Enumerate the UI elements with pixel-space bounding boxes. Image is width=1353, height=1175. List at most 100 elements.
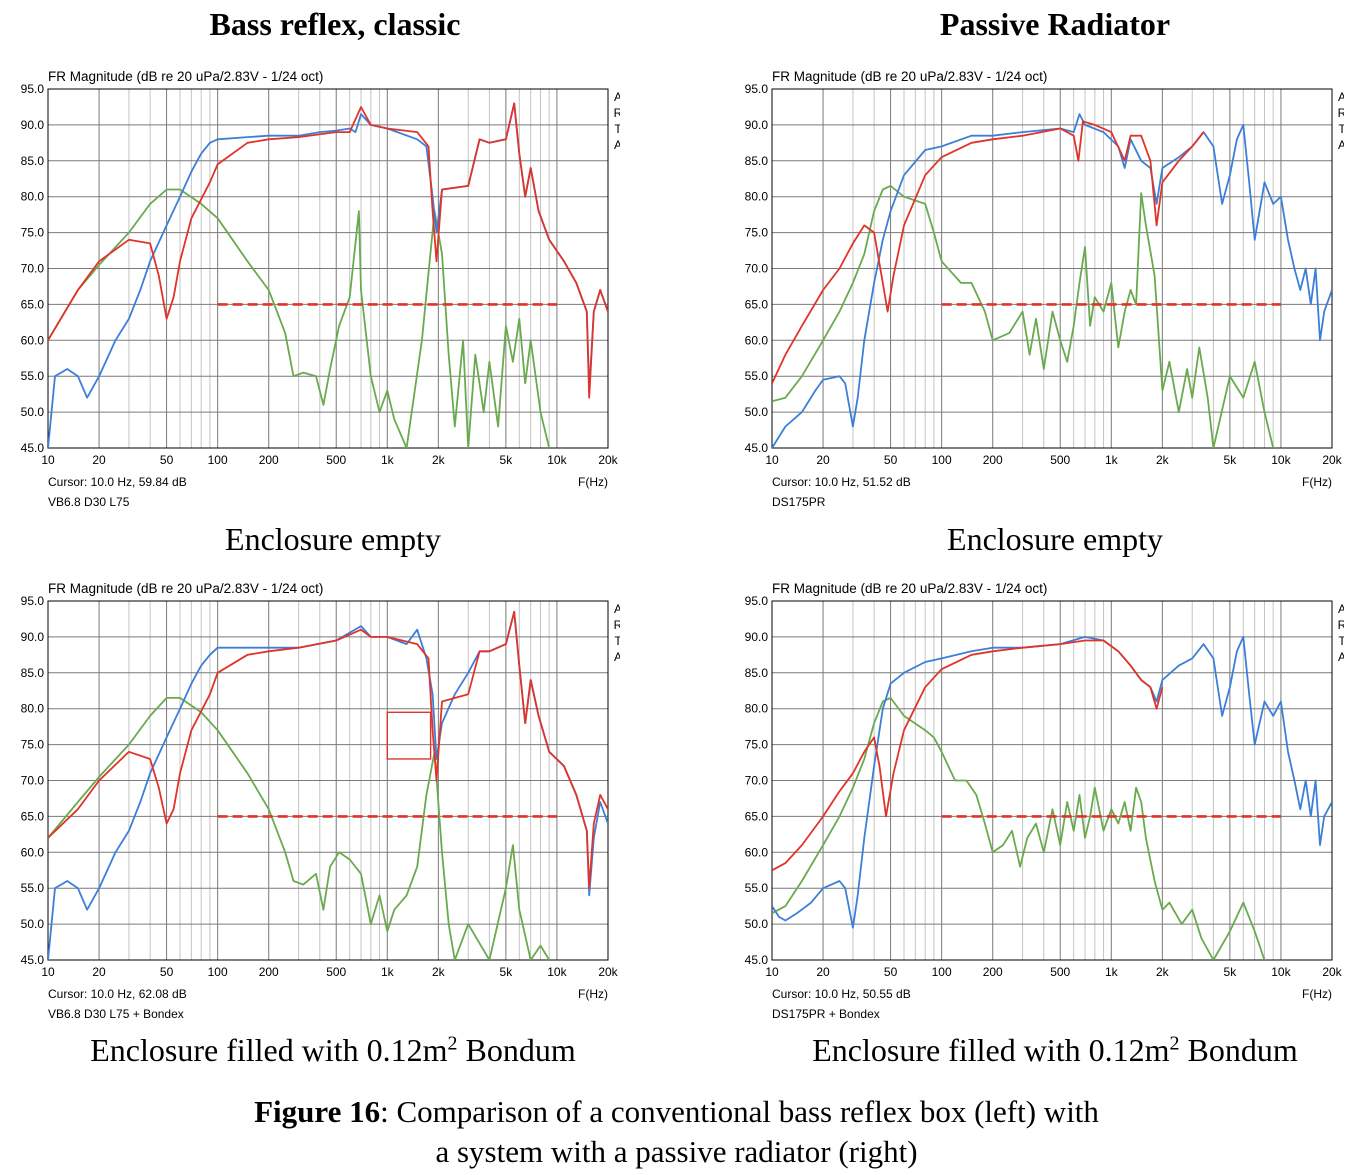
x-tick-label: 10k bbox=[1271, 965, 1291, 979]
y-tick-label: 55.0 bbox=[21, 881, 45, 895]
arta-letter: A bbox=[614, 602, 620, 616]
chart-passive-radiator-filled: FR Magnitude (dB re 20 uPa/2.83V - 1/24 … bbox=[724, 574, 1344, 1034]
x-tick-label: 20 bbox=[92, 965, 106, 979]
x-tick-label: 20 bbox=[92, 453, 106, 467]
y-tick-label: 45.0 bbox=[21, 441, 45, 455]
arta-letter: T bbox=[614, 122, 620, 136]
series-green-line bbox=[772, 185, 1275, 448]
chart-title: FR Magnitude (dB re 20 uPa/2.83V - 1/24 … bbox=[772, 69, 1047, 84]
arta-letter: T bbox=[1338, 634, 1344, 648]
x-tick-label: 1k bbox=[381, 453, 395, 467]
chart-title: FR Magnitude (dB re 20 uPa/2.83V - 1/24 … bbox=[48, 69, 323, 84]
y-tick-label: 50.0 bbox=[745, 917, 769, 931]
x-axis-label: F(Hz) bbox=[578, 475, 608, 489]
chart-bass-reflex-filled: FR Magnitude (dB re 20 uPa/2.83V - 1/24 … bbox=[0, 574, 620, 1034]
measurement-name: VB6.8 D30 L75 bbox=[48, 495, 130, 509]
figure-label: Figure 16 bbox=[254, 1094, 381, 1129]
arta-letter: A bbox=[614, 138, 620, 152]
arta-letter: R bbox=[1338, 618, 1344, 632]
series-green-line bbox=[48, 188, 551, 448]
annotation-box bbox=[386, 711, 432, 760]
arta-letter: A bbox=[614, 650, 620, 664]
y-tick-label: 90.0 bbox=[745, 630, 769, 644]
arta-letter: A bbox=[1338, 90, 1344, 104]
y-tick-label: 90.0 bbox=[745, 118, 769, 132]
arta-letter: R bbox=[614, 618, 620, 632]
x-tick-label: 100 bbox=[208, 965, 228, 979]
series-red-line bbox=[48, 610, 608, 890]
measurement-name: VB6.8 D30 L75 + Bondex bbox=[48, 1007, 184, 1021]
y-tick-label: 65.0 bbox=[21, 809, 45, 823]
x-tick-label: 10 bbox=[41, 453, 55, 467]
y-tick-label: 75.0 bbox=[745, 226, 769, 240]
title-left: Bass reflex, classic bbox=[209, 6, 461, 42]
x-tick-label: 1k bbox=[381, 965, 395, 979]
x-tick-label: 20k bbox=[1322, 965, 1342, 979]
caption-right-filled: Enclosure filled with 0.12m2 Bondum bbox=[812, 1032, 1298, 1068]
x-tick-label: 500 bbox=[326, 453, 346, 467]
arta-letter: R bbox=[1338, 106, 1344, 120]
plot-frame bbox=[771, 88, 1333, 449]
x-tick-label: 200 bbox=[983, 965, 1003, 979]
x-tick-label: 20k bbox=[1322, 453, 1342, 467]
y-tick-label: 80.0 bbox=[21, 190, 45, 204]
plot-series bbox=[772, 636, 1332, 960]
y-tick-label: 75.0 bbox=[21, 226, 45, 240]
arta-letter: T bbox=[614, 634, 620, 648]
x-tick-label: 500 bbox=[326, 965, 346, 979]
y-tick-label: 70.0 bbox=[21, 262, 45, 276]
y-tick-label: 55.0 bbox=[745, 369, 769, 383]
series-green-line bbox=[772, 697, 1266, 960]
y-tick-label: 75.0 bbox=[21, 738, 45, 752]
y-tick-label: 85.0 bbox=[745, 154, 769, 168]
y-tick-label: 85.0 bbox=[21, 666, 45, 680]
y-tick-label: 75.0 bbox=[745, 738, 769, 752]
x-tick-label: 100 bbox=[208, 453, 228, 467]
y-tick-label: 50.0 bbox=[21, 405, 45, 419]
y-tick-label: 45.0 bbox=[21, 953, 45, 967]
x-tick-label: 10 bbox=[41, 965, 55, 979]
x-tick-label: 50 bbox=[884, 453, 898, 467]
y-tick-label: 95.0 bbox=[745, 594, 769, 608]
y-tick-label: 95.0 bbox=[21, 82, 45, 96]
x-tick-label: 5k bbox=[500, 453, 514, 467]
caption-left-empty: Enclosure empty bbox=[225, 521, 441, 557]
chart-svg: FR Magnitude (dB re 20 uPa/2.83V - 1/24 … bbox=[21, 69, 620, 509]
x-axis-label: F(Hz) bbox=[1302, 987, 1332, 1001]
y-tick-label: 60.0 bbox=[21, 333, 45, 347]
x-tick-label: 10 bbox=[765, 453, 779, 467]
cursor-readout: Cursor: 10.0 Hz, 51.52 dB bbox=[772, 475, 911, 489]
x-tick-label: 50 bbox=[160, 453, 174, 467]
chart-title: FR Magnitude (dB re 20 uPa/2.83V - 1/24 … bbox=[772, 581, 1047, 596]
x-tick-label: 20 bbox=[816, 965, 830, 979]
x-tick-label: 5k bbox=[1224, 965, 1238, 979]
series-red-line bbox=[48, 102, 608, 399]
y-tick-label: 70.0 bbox=[745, 262, 769, 276]
x-tick-label: 200 bbox=[259, 965, 279, 979]
y-tick-label: 80.0 bbox=[745, 190, 769, 204]
x-tick-label: 100 bbox=[932, 965, 952, 979]
y-tick-label: 70.0 bbox=[745, 774, 769, 788]
x-tick-label: 50 bbox=[884, 965, 898, 979]
x-axis-label: F(Hz) bbox=[1302, 475, 1332, 489]
plot-series bbox=[48, 102, 608, 448]
y-tick-label: 85.0 bbox=[745, 666, 769, 680]
y-tick-label: 85.0 bbox=[21, 154, 45, 168]
measurement-name: DS175PR bbox=[772, 495, 826, 509]
y-tick-label: 50.0 bbox=[21, 917, 45, 931]
y-tick-label: 55.0 bbox=[21, 369, 45, 383]
x-tick-label: 1k bbox=[1105, 453, 1119, 467]
chart-svg: FR Magnitude (dB re 20 uPa/2.83V - 1/24 … bbox=[745, 581, 1344, 1021]
caption-right-empty: Enclosure empty bbox=[947, 521, 1163, 557]
x-tick-label: 50 bbox=[160, 965, 174, 979]
y-tick-label: 70.0 bbox=[21, 774, 45, 788]
arta-letter: A bbox=[614, 90, 620, 104]
chart-svg: FR Magnitude (dB re 20 uPa/2.83V - 1/24 … bbox=[745, 69, 1344, 509]
plot-frame bbox=[771, 600, 1333, 961]
x-tick-label: 200 bbox=[259, 453, 279, 467]
x-tick-label: 2k bbox=[432, 965, 446, 979]
series-green-line bbox=[48, 697, 550, 960]
arta-letter: A bbox=[1338, 650, 1344, 664]
x-tick-label: 2k bbox=[1156, 453, 1170, 467]
caption-left-filled: Enclosure filled with 0.12m2 Bondum bbox=[90, 1032, 576, 1068]
